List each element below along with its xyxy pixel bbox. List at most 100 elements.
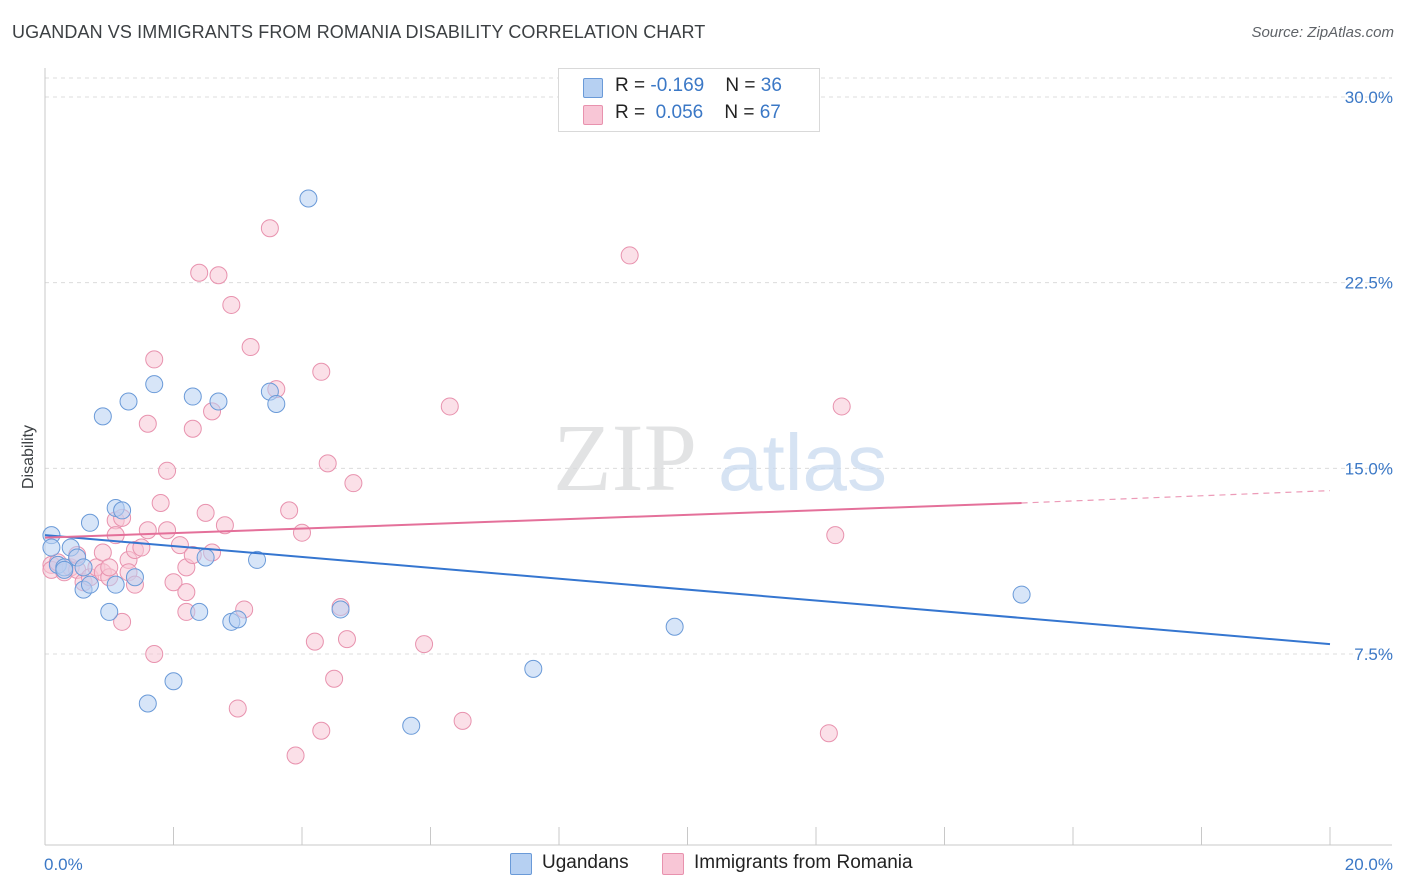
romania-point bbox=[158, 521, 177, 540]
correlation-legend: R = -0.169 N = 36 R = 0.056 N = 67 bbox=[558, 68, 820, 132]
romania-point bbox=[145, 350, 164, 369]
ugandans-point bbox=[331, 600, 350, 619]
romania-point bbox=[305, 632, 324, 651]
ugandans-point bbox=[125, 568, 144, 587]
romania-point bbox=[832, 397, 851, 416]
ugandans-point bbox=[93, 407, 112, 426]
bottom-legend-label-romania: Immigrants from Romania bbox=[694, 852, 913, 873]
ugandans-point bbox=[42, 538, 61, 557]
romania-point bbox=[190, 263, 209, 282]
ugandans-point bbox=[248, 550, 267, 569]
y-tick-label: 22.5% bbox=[1345, 274, 1393, 293]
romania-point bbox=[286, 746, 305, 765]
romania-point bbox=[145, 645, 164, 663]
romania-point bbox=[415, 635, 434, 654]
ugandans-point bbox=[190, 602, 209, 621]
romania-point bbox=[620, 246, 639, 265]
ugandans-point bbox=[665, 617, 684, 636]
legend-n-label: N = bbox=[724, 102, 760, 123]
romania-point bbox=[260, 219, 279, 238]
romania-point bbox=[440, 397, 459, 416]
trend-lines bbox=[44, 490, 1331, 646]
bottom-legend-swatch-romania bbox=[662, 853, 684, 875]
ugandans-point bbox=[80, 575, 99, 594]
romania-point bbox=[215, 516, 234, 535]
ugandans-point bbox=[113, 501, 132, 520]
ugandans-point bbox=[1012, 585, 1031, 604]
legend-r-label: R = bbox=[615, 75, 651, 96]
ugandans-point bbox=[55, 560, 74, 579]
romania-point bbox=[325, 669, 344, 688]
romania-point bbox=[177, 583, 196, 602]
legend-r-label: R = bbox=[615, 102, 651, 123]
romania-point bbox=[132, 538, 151, 557]
romania-point bbox=[826, 526, 845, 545]
romania-point bbox=[344, 474, 363, 493]
romania-point bbox=[196, 503, 215, 522]
romania-point bbox=[280, 501, 299, 520]
chart-title: UGANDAN VS IMMIGRANTS FROM ROMANIA DISAB… bbox=[12, 22, 706, 42]
watermark-zip: ZIP bbox=[553, 404, 697, 511]
ugandans-point bbox=[267, 394, 286, 413]
legend-swatch-romania bbox=[583, 105, 603, 125]
legend-n-value: 36 bbox=[760, 75, 782, 96]
source-label: Source: ZipAtlas.com bbox=[1251, 24, 1394, 41]
romania-point bbox=[312, 721, 331, 740]
romania-point bbox=[113, 612, 132, 631]
bottom-legend-label-ugandans: Ugandans bbox=[542, 852, 629, 873]
romania-point bbox=[293, 523, 311, 542]
ugandans-point bbox=[209, 392, 228, 411]
ugandans-point bbox=[228, 610, 247, 629]
ugandans-point bbox=[138, 694, 157, 713]
axes: 7.5% 15.0% 22.5% 30.0% 0.0% 20.0% bbox=[44, 68, 1393, 874]
y-tick-label: 7.5% bbox=[1354, 645, 1393, 664]
romania-point bbox=[164, 573, 183, 592]
legend-text-ugandans: R = -0.169 N = 36 bbox=[615, 75, 782, 97]
romania-point bbox=[241, 338, 260, 357]
romania-point bbox=[138, 414, 157, 433]
ugandans-point bbox=[183, 387, 202, 406]
y-tick-label: 30.0% bbox=[1345, 88, 1393, 107]
romania-point bbox=[222, 295, 241, 314]
ugandans-point bbox=[119, 392, 138, 411]
ugandans-point bbox=[106, 575, 125, 594]
romania-point bbox=[138, 521, 157, 540]
romania-trend-extension bbox=[1021, 490, 1331, 504]
romania-point bbox=[228, 699, 247, 718]
y-axis-label: Disability bbox=[20, 425, 37, 489]
romania-trend-line bbox=[44, 501, 1022, 539]
x-tick-label: 20.0% bbox=[1345, 855, 1393, 874]
romania-point bbox=[819, 724, 838, 743]
series-ugandans-points bbox=[42, 189, 1031, 735]
legend-n-label: N = bbox=[725, 75, 761, 96]
bottom-legend-swatch-ugandans bbox=[510, 853, 532, 875]
ugandans-point bbox=[164, 672, 183, 691]
watermark-atlas: atlas bbox=[718, 418, 887, 507]
ugandans-point bbox=[100, 602, 119, 621]
y-tick-label: 15.0% bbox=[1345, 459, 1393, 478]
legend-r-value: 0.056 bbox=[650, 102, 704, 123]
ugandans-point bbox=[74, 558, 93, 577]
ugandans-point bbox=[196, 548, 215, 567]
romania-point bbox=[158, 461, 177, 480]
romania-point bbox=[318, 454, 337, 473]
ugandans-trend-line bbox=[44, 534, 1331, 646]
romania-point bbox=[337, 630, 356, 649]
romania-point bbox=[312, 362, 331, 381]
legend-n-value: 67 bbox=[759, 102, 781, 123]
romania-point bbox=[93, 543, 112, 562]
legend-swatch-ugandans bbox=[583, 78, 603, 98]
romania-point bbox=[209, 266, 228, 285]
ugandans-point bbox=[80, 513, 99, 532]
legend-text-romania: R = 0.056 N = 67 bbox=[615, 102, 781, 124]
legend-r-value: -0.169 bbox=[650, 75, 705, 96]
ugandans-point bbox=[402, 716, 421, 735]
ugandans-point bbox=[299, 189, 318, 208]
ugandans-point bbox=[524, 659, 543, 678]
romania-point bbox=[151, 493, 170, 512]
watermark: ZIP atlas bbox=[553, 404, 887, 511]
ugandans-point bbox=[145, 375, 164, 394]
romania-point bbox=[183, 419, 202, 438]
grid bbox=[45, 77, 1392, 655]
